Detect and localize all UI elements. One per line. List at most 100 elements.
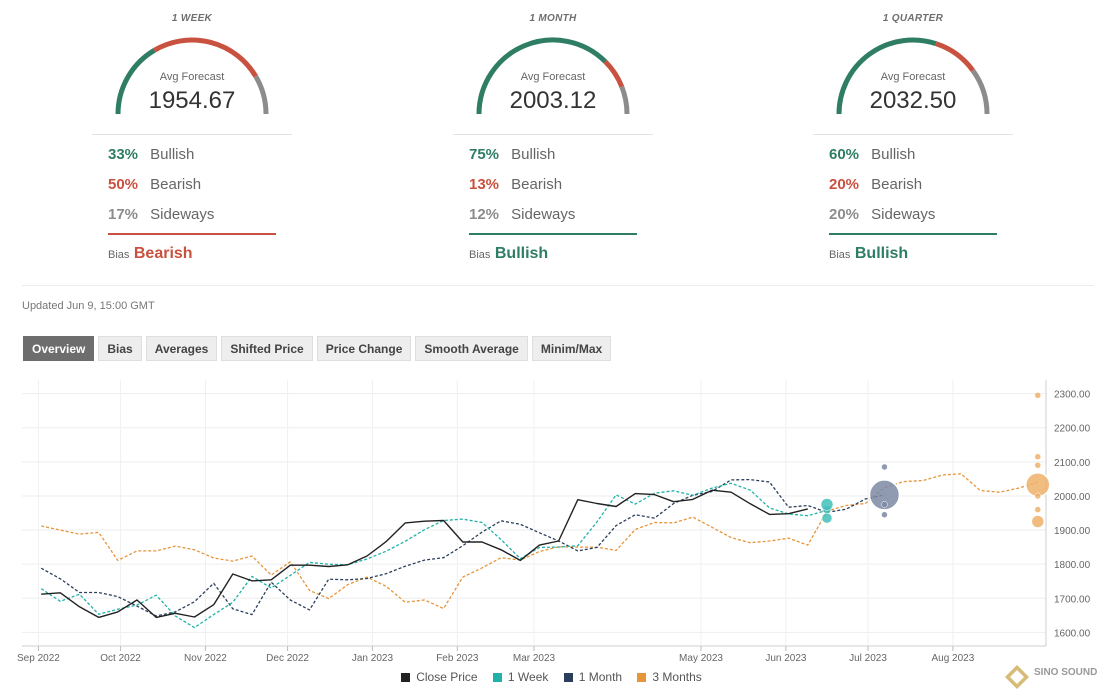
bullish-pct: 33% [108, 146, 139, 163]
forecast-bubble-1-month[interactable] [881, 463, 888, 471]
chart-tabs: Overview Bias Averages Shifted Price Pri… [23, 336, 612, 361]
x-tick-label: Aug 2023 [931, 653, 974, 664]
bullish-pct: 75% [469, 146, 500, 163]
bias-label: Bias [108, 249, 130, 261]
avg-forecast-value: 2032.50 [869, 87, 957, 114]
gauge [836, 37, 990, 115]
x-tick-label: Oct 2022 [100, 653, 141, 664]
tab-price-change[interactable]: Price Change [316, 336, 412, 361]
tab-shifted-price[interactable]: Shifted Price [221, 336, 313, 361]
bullish-row: 60% Bullish [829, 146, 915, 163]
x-tick-label: May 2023 [679, 653, 723, 664]
tab-overview[interactable]: Overview [23, 336, 95, 361]
gauge-sideways-arc [619, 85, 630, 115]
legend-item-3months[interactable]: 3 Months [637, 670, 702, 684]
divider [813, 134, 1013, 135]
forecast-bubble-1-month[interactable] [868, 479, 901, 511]
bullish-row: 75% Bullish [469, 146, 555, 163]
bearish-row: 20% Bearish [829, 176, 922, 193]
avg-forecast-label: Avg Forecast [880, 71, 946, 83]
legend-swatch [637, 673, 647, 682]
series-line-1-week [40, 482, 828, 629]
forecast-bubble-3-months[interactable] [1034, 492, 1042, 500]
forecast-bubble-3-months[interactable] [1034, 453, 1042, 460]
gauge-bearish-arc [935, 41, 975, 73]
x-tick-label: Nov 2022 [184, 653, 227, 664]
gauge-sideways-arc [970, 69, 990, 115]
x-tick-label: Jun 2023 [765, 653, 807, 664]
bearish-pct: 13% [469, 176, 500, 193]
updated-timestamp: Updated Jun 9, 15:00 GMT [22, 300, 155, 312]
bias-label: Bias [829, 249, 851, 261]
tab-bias[interactable]: Bias [98, 336, 142, 361]
legend-swatch [401, 673, 411, 682]
y-tick-label: 2100.00 [1054, 458, 1091, 469]
forecast-bubble-1-week[interactable] [820, 498, 834, 511]
forecast-bubble-3-months[interactable] [1034, 462, 1042, 469]
sideways-row: 12% Sideways [469, 206, 575, 223]
gauge [115, 37, 269, 115]
legend-item-1month[interactable]: 1 Month [563, 670, 622, 684]
forecast-chart: 1600.00 1700.00 1800.00 1900.00 2000.00 2100.… [17, 380, 1091, 664]
sideways-label: Sideways [150, 206, 215, 223]
tab-smooth-average[interactable]: Smooth Average [415, 336, 528, 361]
watermark-text: SINO SOUND [1034, 667, 1098, 678]
legend-label: Close Price [416, 670, 478, 684]
bias-underline [829, 233, 997, 235]
section-divider [22, 285, 1094, 286]
bullish-label: Bullish [150, 146, 195, 163]
series-line-1-month [40, 478, 885, 617]
bearish-label: Bearish [150, 176, 202, 193]
x-tick-label: Mar 2023 [513, 653, 556, 664]
panel-period: 1 MONTH [529, 13, 577, 24]
bearish-pct: 50% [108, 176, 139, 193]
bearish-label: Bearish [871, 176, 923, 193]
legend-swatch [492, 673, 502, 682]
tab-minim-max[interactable]: Minim/Max [531, 336, 612, 361]
sideways-pct: 12% [469, 206, 500, 223]
gauge-bullish-arc [476, 37, 608, 115]
forecast-bubble-3-months[interactable] [1034, 392, 1042, 399]
forecast-bubble-1-week[interactable] [821, 512, 833, 524]
bias-row: Bias Bullish [829, 245, 908, 263]
gauge-bearish-arc [603, 59, 625, 88]
gauge-bearish-arc [153, 37, 258, 78]
bullish-pct: 60% [829, 146, 860, 163]
sideways-row: 20% Sideways [829, 206, 935, 223]
sideways-label: Sideways [871, 206, 936, 223]
series-line-3-months [41, 473, 1038, 610]
sideways-pct: 17% [108, 206, 139, 223]
bias-underline [469, 233, 637, 235]
legend-item-1week[interactable]: 1 Week [492, 670, 549, 684]
y-tick-label: 1900.00 [1054, 526, 1091, 537]
avg-forecast-value: 1954.67 [148, 87, 236, 114]
tab-averages[interactable]: Averages [145, 336, 218, 361]
bullish-label: Bullish [511, 146, 556, 163]
chart-legend: Close Price 1 Week 1 Month 3 Months [0, 670, 1103, 684]
bias-row: Bias Bearish [108, 245, 193, 263]
legend-item-close-price[interactable]: Close Price [401, 670, 478, 684]
bullish-row: 33% Bullish [108, 146, 194, 163]
y-tick-label: 2300.00 [1054, 390, 1091, 401]
bearish-pct: 20% [829, 176, 860, 193]
forecast-bubble-1-month[interactable] [881, 511, 888, 518]
panel-period: 1 WEEK [171, 13, 213, 24]
watermark-icon [1005, 665, 1029, 689]
panel-period: 1 QUARTER [882, 13, 944, 24]
x-tick-label: Jan 2023 [352, 653, 394, 664]
gauge [476, 37, 630, 115]
gauge-sideways-arc [253, 75, 269, 115]
legend-swatch [563, 673, 573, 682]
forecast-bubble-3-months[interactable] [1031, 515, 1045, 528]
y-tick-label: 1600.00 [1054, 628, 1091, 639]
forecast-bubble-3-months[interactable] [1034, 506, 1042, 513]
legend-label: 1 Week [507, 670, 549, 684]
avg-forecast-value: 2003.12 [509, 87, 597, 114]
bearish-label: Bearish [511, 176, 563, 193]
bearish-row: 13% Bearish [469, 176, 562, 193]
y-tick-label: 2000.00 [1054, 492, 1091, 503]
x-tick-label: Jul 2023 [849, 653, 887, 664]
sideways-label: Sideways [511, 206, 576, 223]
legend-label: 3 Months [652, 670, 702, 684]
forecast-bubble-1-month[interactable] [881, 501, 888, 508]
